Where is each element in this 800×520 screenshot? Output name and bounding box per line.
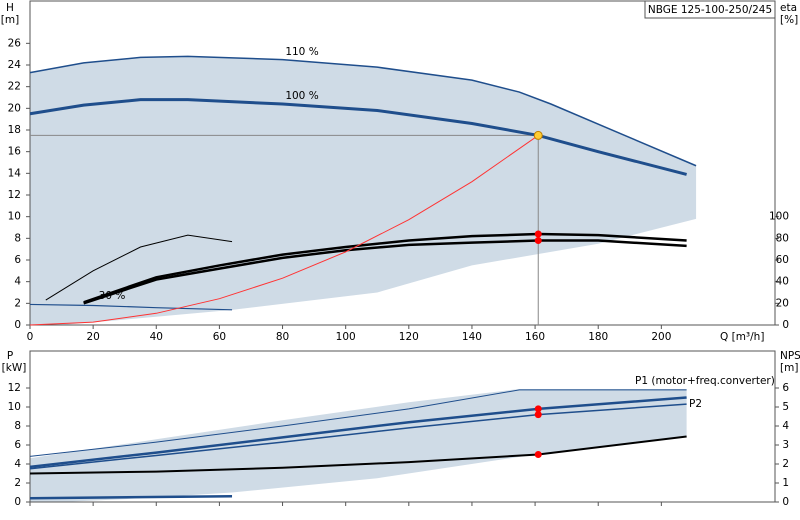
x-tick-label: 100 xyxy=(336,331,356,343)
operating-range xyxy=(30,388,687,502)
y2-tick-label: 40 xyxy=(776,276,789,288)
y-tick-label: 0 xyxy=(14,319,21,331)
curve-label: P2 xyxy=(689,398,702,410)
y2-tick-label: 6 xyxy=(782,382,789,394)
y-tick-label: 12 xyxy=(8,189,21,201)
y2-tick-label: 4 xyxy=(782,420,789,432)
y-tick-label: 24 xyxy=(8,59,22,71)
x-tick-label: 80 xyxy=(276,331,289,343)
y-axis-unit: [kW] xyxy=(2,362,27,374)
y-tick-label: 6 xyxy=(14,439,21,451)
curve xyxy=(29,495,233,500)
curve-label: 100 % xyxy=(285,90,318,102)
y2-tick-label: 0 xyxy=(782,496,789,508)
x-tick-label: 20 xyxy=(86,331,99,343)
y-tick-label: 26 xyxy=(8,37,22,49)
operating-point xyxy=(534,237,542,244)
y-tick-label: 8 xyxy=(14,420,21,432)
y-axis-unit: [m] xyxy=(1,14,19,26)
y-tick-label: 8 xyxy=(14,232,21,244)
y-tick-label: 14 xyxy=(8,167,22,179)
x-tick-label: 140 xyxy=(462,331,482,343)
y2-tick-label: 100 xyxy=(769,211,789,223)
y-tick-label: 2 xyxy=(14,477,21,489)
y2-tick-label: 0 xyxy=(782,319,789,331)
y-axis-label: P xyxy=(7,350,13,362)
curve xyxy=(29,98,687,176)
curve-label: P1 (motor+freq.converter) xyxy=(635,375,775,387)
x-axis-label: Q [m³/h] xyxy=(720,331,764,343)
operating-range xyxy=(30,56,697,325)
operating-point xyxy=(534,230,542,238)
y2-axis-unit: [m] xyxy=(780,362,798,374)
y2-tick-label: 3 xyxy=(782,439,789,451)
y2-tick-label: 5 xyxy=(782,401,789,413)
y-tick-label: 10 xyxy=(8,211,21,223)
y2-axis-label: eta xyxy=(780,2,797,14)
curve xyxy=(29,135,539,326)
y-tick-label: 18 xyxy=(8,124,21,136)
y2-tick-label: 60 xyxy=(776,254,789,266)
y-tick-label: 4 xyxy=(14,458,21,470)
y2-axis-unit: [%] xyxy=(780,14,798,26)
x-tick-label: 180 xyxy=(588,331,608,343)
model-label: NBGE 125-100-250/245 xyxy=(648,4,772,16)
y2-tick-label: 1 xyxy=(782,477,789,489)
x-tick-label: 60 xyxy=(213,331,226,343)
x-tick-label: 0 xyxy=(27,331,34,343)
curve xyxy=(29,403,687,470)
y2-axis-label: NPSH xyxy=(780,350,800,362)
y-tick-label: 2 xyxy=(14,297,21,309)
plot-frame xyxy=(29,0,776,326)
curve xyxy=(83,232,687,304)
curve xyxy=(45,234,233,301)
y-tick-label: 0 xyxy=(14,496,21,508)
y-tick-label: 4 xyxy=(14,276,21,288)
curve xyxy=(29,389,687,457)
y-tick-label: 12 xyxy=(8,382,21,394)
x-tick-label: 40 xyxy=(150,331,163,343)
model-box xyxy=(644,0,776,19)
operating-point xyxy=(534,451,542,458)
x-tick-label: 160 xyxy=(525,331,545,343)
curve xyxy=(29,396,687,469)
x-tick-label: 120 xyxy=(399,331,419,343)
y-axis-label: H xyxy=(6,2,14,14)
y-tick-label: 16 xyxy=(8,146,22,158)
y2-tick-label: 20 xyxy=(776,297,789,309)
y2-tick-label: 2 xyxy=(782,458,789,470)
duty-point xyxy=(533,130,543,140)
curve xyxy=(83,239,687,305)
curve-label: 110 % xyxy=(285,46,318,58)
y-tick-label: 10 xyxy=(8,401,21,413)
x-tick-label: 200 xyxy=(651,331,671,343)
y-tick-label: 22 xyxy=(8,81,21,93)
curve xyxy=(29,55,697,167)
y2-tick-label: 80 xyxy=(776,232,789,244)
operating-point xyxy=(534,405,542,413)
y-tick-label: 6 xyxy=(14,254,21,266)
y-tick-label: 20 xyxy=(8,102,21,114)
operating-point xyxy=(534,411,542,419)
curve xyxy=(29,435,687,475)
curve xyxy=(29,303,233,311)
